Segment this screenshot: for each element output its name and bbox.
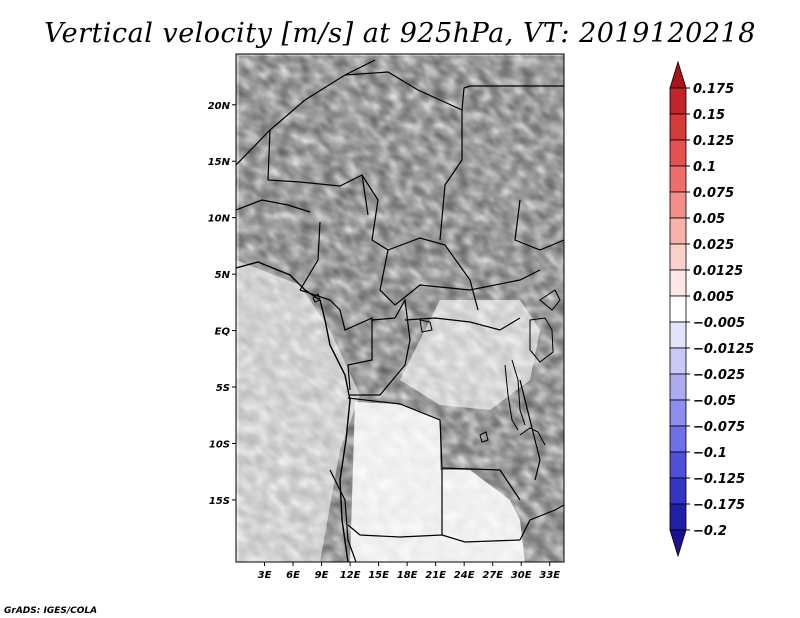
lon-tick-label: 3E [258, 570, 272, 581]
colorbar-label: 0.05 [693, 212, 725, 227]
colorbar-segment [669, 503, 687, 531]
colorbar-segment [669, 321, 687, 349]
map-title: Vertical velocity [m/s] at 925hPa, VT: 2… [44, 18, 756, 49]
colorbar-label: −0.175 [693, 498, 745, 513]
southern-africa-blank [350, 402, 525, 562]
lon-tick-label: 21E [425, 570, 446, 581]
colorbar-label: −0.075 [693, 420, 745, 435]
lon-tick-label: 15E [368, 570, 389, 581]
colorbar-segment [669, 113, 687, 141]
longitude-axis: 3E 6E 9E 12E 15E 18E 21E 24E 27E 30E 33E [258, 562, 560, 581]
map-frame [235, 53, 565, 563]
lon-tick-label: 27E [482, 570, 503, 581]
lakes [312, 289, 561, 446]
coastline [236, 261, 351, 562]
colorbar-segment [669, 191, 687, 219]
latitude-axis: 20N 15N 10N 5N EQ 5S 10S 15S [208, 101, 236, 507]
map-panel [236, 54, 564, 562]
lat-tick-label: 15N [208, 157, 231, 168]
colorbar-label: −0.0125 [693, 342, 754, 357]
colorbar-labels: 0.175 0.15 0.125 0.1 0.075 0.05 0.025 0.0125 0.0… [686, 82, 754, 539]
colorbar-segment [669, 269, 687, 297]
country-borders [236, 59, 564, 562]
lat-tick-label: 20N [208, 101, 231, 112]
colorbar-label: 0.1 [693, 160, 716, 175]
colorbar-label: −0.2 [693, 524, 727, 539]
lon-tick-label: 18E [397, 570, 418, 581]
colorbar-segment [669, 529, 687, 558]
lat-tick-label: 5N [215, 270, 231, 281]
colorbar-label: 0.005 [693, 290, 734, 305]
colorbar-segment [669, 243, 687, 271]
colorbar-label: −0.1 [693, 446, 727, 461]
colorbar-label: −0.005 [693, 316, 745, 331]
colorbar-segment [669, 347, 687, 375]
lon-tick-label: 12E [340, 570, 361, 581]
lat-tick-label: 5S [216, 383, 230, 394]
colorbar-segment [669, 295, 687, 323]
colorbar-label: 0.025 [693, 238, 734, 253]
lon-tick-label: 6E [286, 570, 300, 581]
colorbar-segment [669, 477, 687, 505]
colorbar-label: −0.025 [693, 368, 745, 383]
lat-tick-label: 15S [209, 496, 230, 507]
lat-tick-label: 10N [208, 214, 231, 225]
colorbar-segment [669, 373, 687, 401]
colorbar-segment [669, 451, 687, 479]
lat-tick-label: EQ [215, 327, 231, 338]
colorbar-segment [669, 425, 687, 453]
colorbar-label: 0.075 [693, 186, 734, 201]
colorbar-label: −0.125 [693, 472, 745, 487]
colorbar-segment [669, 60, 687, 89]
colorbar-label: 0.0125 [693, 264, 743, 279]
colorbar-label: 0.125 [693, 134, 734, 149]
ocean-pale-region [236, 260, 360, 562]
colorbar-segment [669, 165, 687, 193]
grads-credit: GrADS: IGES/COLA [4, 606, 97, 616]
colorbar-segment [669, 87, 687, 115]
colorbar-segment [669, 139, 687, 167]
lon-tick-label: 24E [454, 570, 475, 581]
colorbar-label: −0.05 [693, 394, 736, 409]
lon-tick-label: 33E [539, 570, 560, 581]
colorbar-label: 0.15 [693, 108, 725, 123]
lat-tick-label: 10S [209, 439, 230, 450]
colorbar-segment [669, 399, 687, 427]
lon-tick-label: 9E [315, 570, 329, 581]
colorbar [669, 60, 687, 558]
colorbar-segment [669, 217, 687, 245]
colorbar-label: 0.175 [693, 82, 734, 97]
lon-tick-label: 30E [511, 570, 532, 581]
